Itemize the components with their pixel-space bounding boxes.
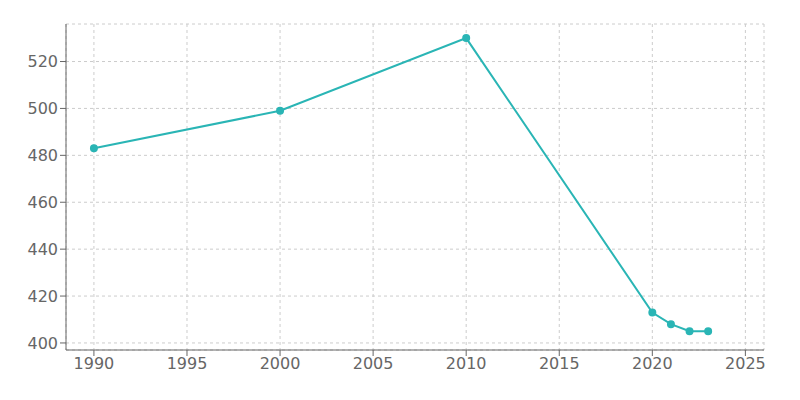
svg-text:2010: 2010 — [446, 354, 487, 373]
svg-text:2015: 2015 — [539, 354, 580, 373]
svg-text:2000: 2000 — [260, 354, 301, 373]
svg-text:2020: 2020 — [632, 354, 673, 373]
svg-text:440: 440 — [27, 240, 58, 259]
svg-text:460: 460 — [27, 193, 58, 212]
svg-text:420: 420 — [27, 287, 58, 306]
svg-text:1995: 1995 — [167, 354, 208, 373]
svg-text:400: 400 — [27, 334, 58, 353]
svg-text:520: 520 — [27, 52, 58, 71]
svg-text:2025: 2025 — [725, 354, 766, 373]
svg-text:500: 500 — [27, 99, 58, 118]
svg-text:480: 480 — [27, 146, 58, 165]
svg-text:2005: 2005 — [353, 354, 394, 373]
svg-text:1990: 1990 — [74, 354, 115, 373]
